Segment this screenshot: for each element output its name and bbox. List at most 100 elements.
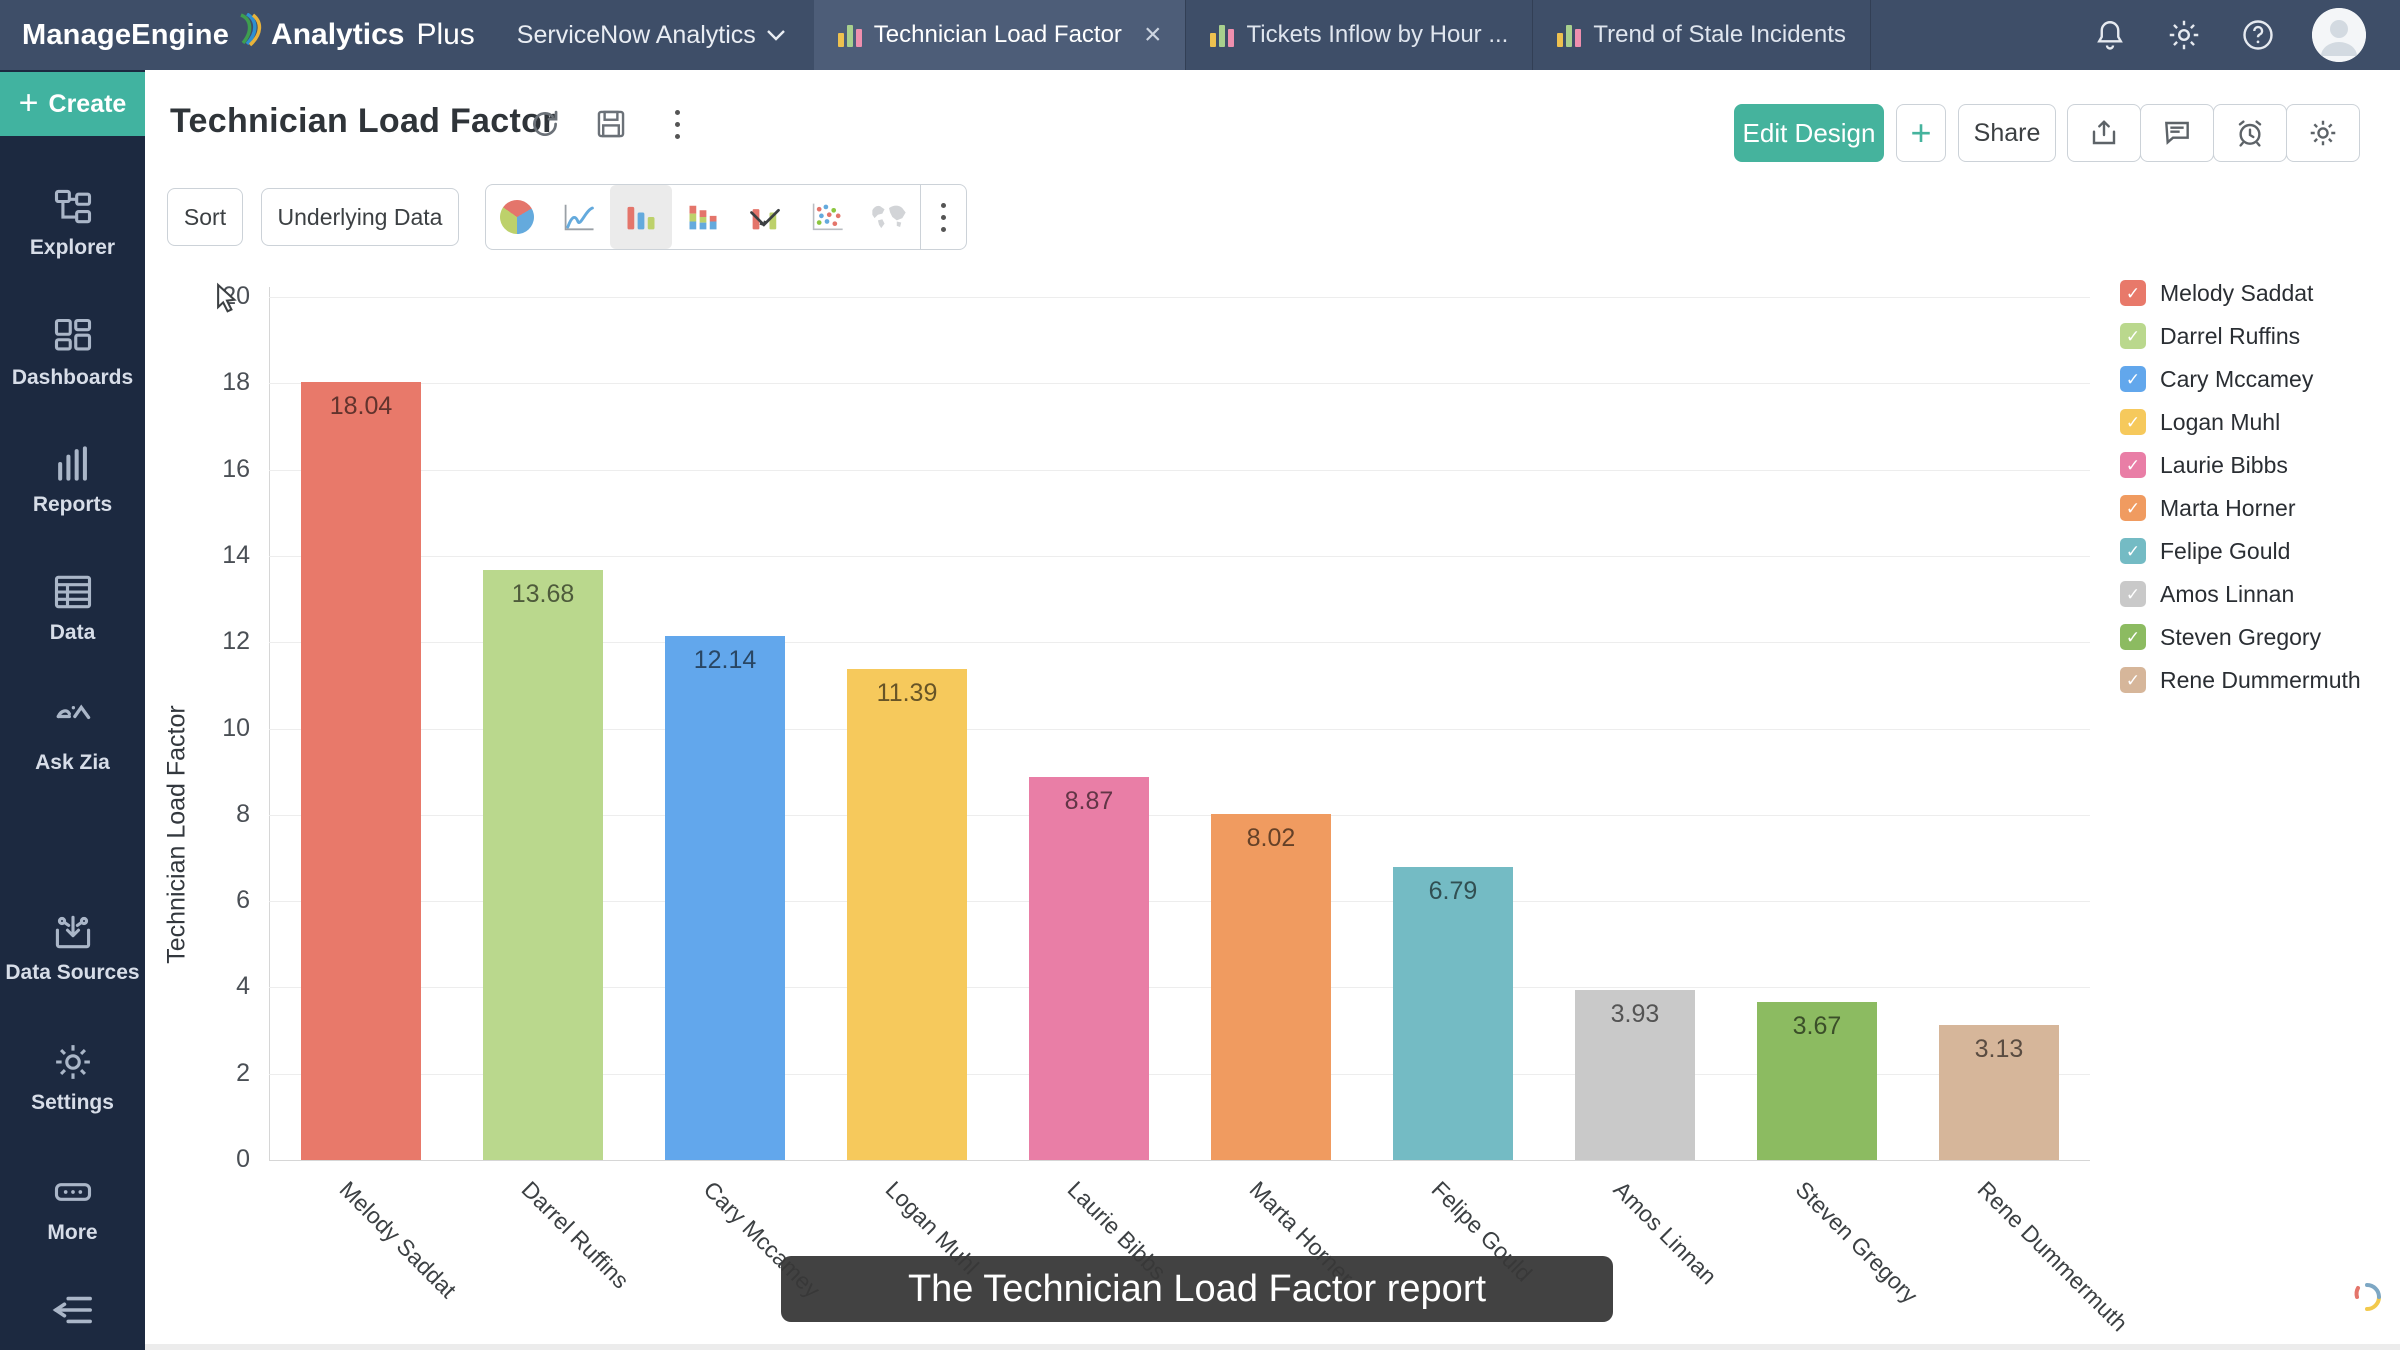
mouse-cursor-icon [212, 282, 242, 321]
legend-item[interactable]: ✓ Felipe Gould [2120, 538, 2361, 564]
add-button[interactable]: + [1896, 104, 1946, 162]
legend-checkbox[interactable]: ✓ [2120, 323, 2146, 349]
tab-trend-of-stale-incidents[interactable]: Trend of Stale Incidents [1532, 0, 1871, 70]
create-button[interactable]: + Create [0, 72, 145, 136]
legend-checkbox[interactable]: ✓ [2120, 452, 2146, 478]
collapse-sidebar-button[interactable] [0, 1282, 145, 1338]
legend-item[interactable]: ✓ Rene Dummermuth [2120, 667, 2361, 693]
legend-item[interactable]: ✓ Darrel Ruffins [2120, 323, 2361, 349]
legend-checkbox[interactable]: ✓ [2120, 366, 2146, 392]
bar-chart-icon[interactable] [610, 185, 672, 249]
legend-checkbox[interactable]: ✓ [2120, 667, 2146, 693]
chart-bar[interactable]: 13.68 [483, 570, 603, 1160]
chart-bar[interactable]: 11.39 [847, 669, 967, 1160]
collapse-arrow-icon [52, 1296, 92, 1324]
schedule-alarm-button[interactable] [2213, 104, 2287, 162]
chart-bar[interactable]: 3.67 [1757, 1002, 1877, 1160]
legend-checkbox[interactable]: ✓ [2120, 495, 2146, 521]
help-icon[interactable] [2238, 15, 2278, 55]
legend-item[interactable]: ✓ Marta Horner [2120, 495, 2361, 521]
chevron-down-icon [766, 30, 785, 41]
more-options-kebab-icon[interactable] [657, 104, 697, 144]
line-chart-icon[interactable] [548, 185, 610, 249]
sidebar-item-reports[interactable]: Reports [0, 442, 145, 517]
header-icon-buttons [2067, 104, 2360, 162]
sidebar-item-ask-zia[interactable]: Ask Zia [0, 700, 145, 775]
pie-chart-icon[interactable] [486, 185, 548, 249]
data-table-icon [54, 575, 91, 609]
map-chart-icon[interactable] [858, 185, 920, 249]
legend-item[interactable]: ✓ Laurie Bibbs [2120, 452, 2361, 478]
bar-value-label: 18.04 [329, 392, 393, 420]
y-axis-tick: 4 [236, 972, 250, 1000]
topbar-actions [2090, 0, 2400, 70]
settings-gear-icon[interactable] [2164, 15, 2204, 55]
tab-tickets-inflow-by-hour[interactable]: Tickets Inflow by Hour ... [1185, 0, 1532, 70]
edit-design-button[interactable]: Edit Design [1734, 104, 1884, 162]
y-axis-tick: 12 [222, 627, 250, 655]
bar-value-label: 6.79 [1428, 877, 1478, 905]
chart-bar[interactable]: 18.04 [301, 382, 421, 1160]
check-icon: ✓ [2125, 627, 2141, 647]
more-ellipsis-icon [54, 1183, 91, 1201]
chart-bar[interactable]: 12.14 [665, 636, 785, 1160]
legend-checkbox[interactable]: ✓ [2120, 581, 2146, 607]
report-settings-button[interactable] [2286, 104, 2360, 162]
sort-button[interactable]: Sort [167, 188, 243, 246]
sidebar-item-dashboards[interactable]: Dashboards [0, 315, 145, 390]
save-icon[interactable] [591, 104, 631, 144]
report-toolbar: Sort Underlying Data [145, 180, 2400, 260]
workspace-switcher[interactable]: ServiceNow Analytics [517, 0, 786, 70]
sidebar: + Create Explorer Dashboards [0, 70, 145, 1350]
bar-value-label: 11.39 [876, 679, 938, 707]
legend-checkbox[interactable]: ✓ [2120, 280, 2146, 306]
legend-item[interactable]: ✓ Steven Gregory [2120, 624, 2361, 650]
check-icon: ✓ [2125, 455, 2141, 475]
manageengine-logo: ManageEngine Analytics Plus [0, 0, 475, 70]
dashboards-icon [54, 318, 91, 351]
legend-checkbox[interactable]: ✓ [2120, 624, 2146, 650]
chart-bar[interactable]: 6.79 [1393, 867, 1513, 1160]
chart-bar[interactable]: 3.93 [1575, 990, 1695, 1160]
tab-technician-load-factor[interactable]: Technician Load Factor × [813, 0, 1186, 70]
scatter-chart-icon[interactable] [796, 185, 858, 249]
x-axis-label: Melody Saddat [334, 1176, 462, 1303]
check-icon: ✓ [2125, 326, 2141, 346]
export-button[interactable] [2067, 104, 2141, 162]
chart-bar[interactable]: 3.13 [1939, 1025, 2059, 1160]
legend-checkbox[interactable]: ✓ [2120, 409, 2146, 435]
share-button[interactable]: Share [1958, 104, 2056, 162]
check-icon: ✓ [2125, 283, 2141, 303]
page-title: Technician Load Factor [170, 102, 556, 140]
legend-checkbox[interactable]: ✓ [2120, 538, 2146, 564]
sidebar-item-data[interactable]: Data [0, 570, 145, 645]
notifications-bell-icon[interactable] [2090, 15, 2130, 55]
x-axis-label: Rene Dummermuth [1972, 1176, 2133, 1337]
comments-button[interactable] [2140, 104, 2214, 162]
y-axis-tick: 16 [222, 455, 250, 483]
sidebar-item-explorer[interactable]: Explorer [0, 185, 145, 260]
legend-item[interactable]: ✓ Melody Saddat [2120, 280, 2361, 306]
settings-gear-icon [2310, 120, 2336, 146]
sidebar-item-data-sources[interactable]: Data Sources [0, 910, 145, 985]
y-axis-tick: 2 [236, 1059, 250, 1087]
sidebar-item-settings[interactable]: Settings [0, 1040, 145, 1115]
underlying-data-button[interactable]: Underlying Data [261, 188, 459, 246]
legend-item[interactable]: ✓ Cary Mccamey [2120, 366, 2361, 392]
check-icon: ✓ [2125, 369, 2141, 389]
close-icon[interactable]: × [1143, 18, 1162, 51]
chart-bar[interactable]: 8.02 [1211, 814, 1331, 1160]
refresh-icon[interactable] [525, 104, 565, 144]
check-icon: ✓ [2125, 498, 2141, 518]
reports-icon [57, 446, 87, 481]
bar-chart-icon [1210, 23, 1235, 47]
legend-item[interactable]: ✓ Amos Linnan [2120, 581, 2361, 607]
chart-legend: ✓ Melody Saddat ✓ Darrel Ruffins ✓ Cary Mcc… [2120, 280, 2361, 693]
stacked-bar-chart-icon[interactable] [672, 185, 734, 249]
chart-bar[interactable]: 8.87 [1029, 777, 1149, 1160]
bar-line-combo-chart-icon[interactable] [734, 185, 796, 249]
chart-type-more-kebab-icon[interactable] [920, 185, 966, 249]
sidebar-item-more[interactable]: More [0, 1170, 145, 1245]
legend-item[interactable]: ✓ Logan Muhl [2120, 409, 2361, 435]
user-avatar[interactable] [2312, 8, 2366, 62]
